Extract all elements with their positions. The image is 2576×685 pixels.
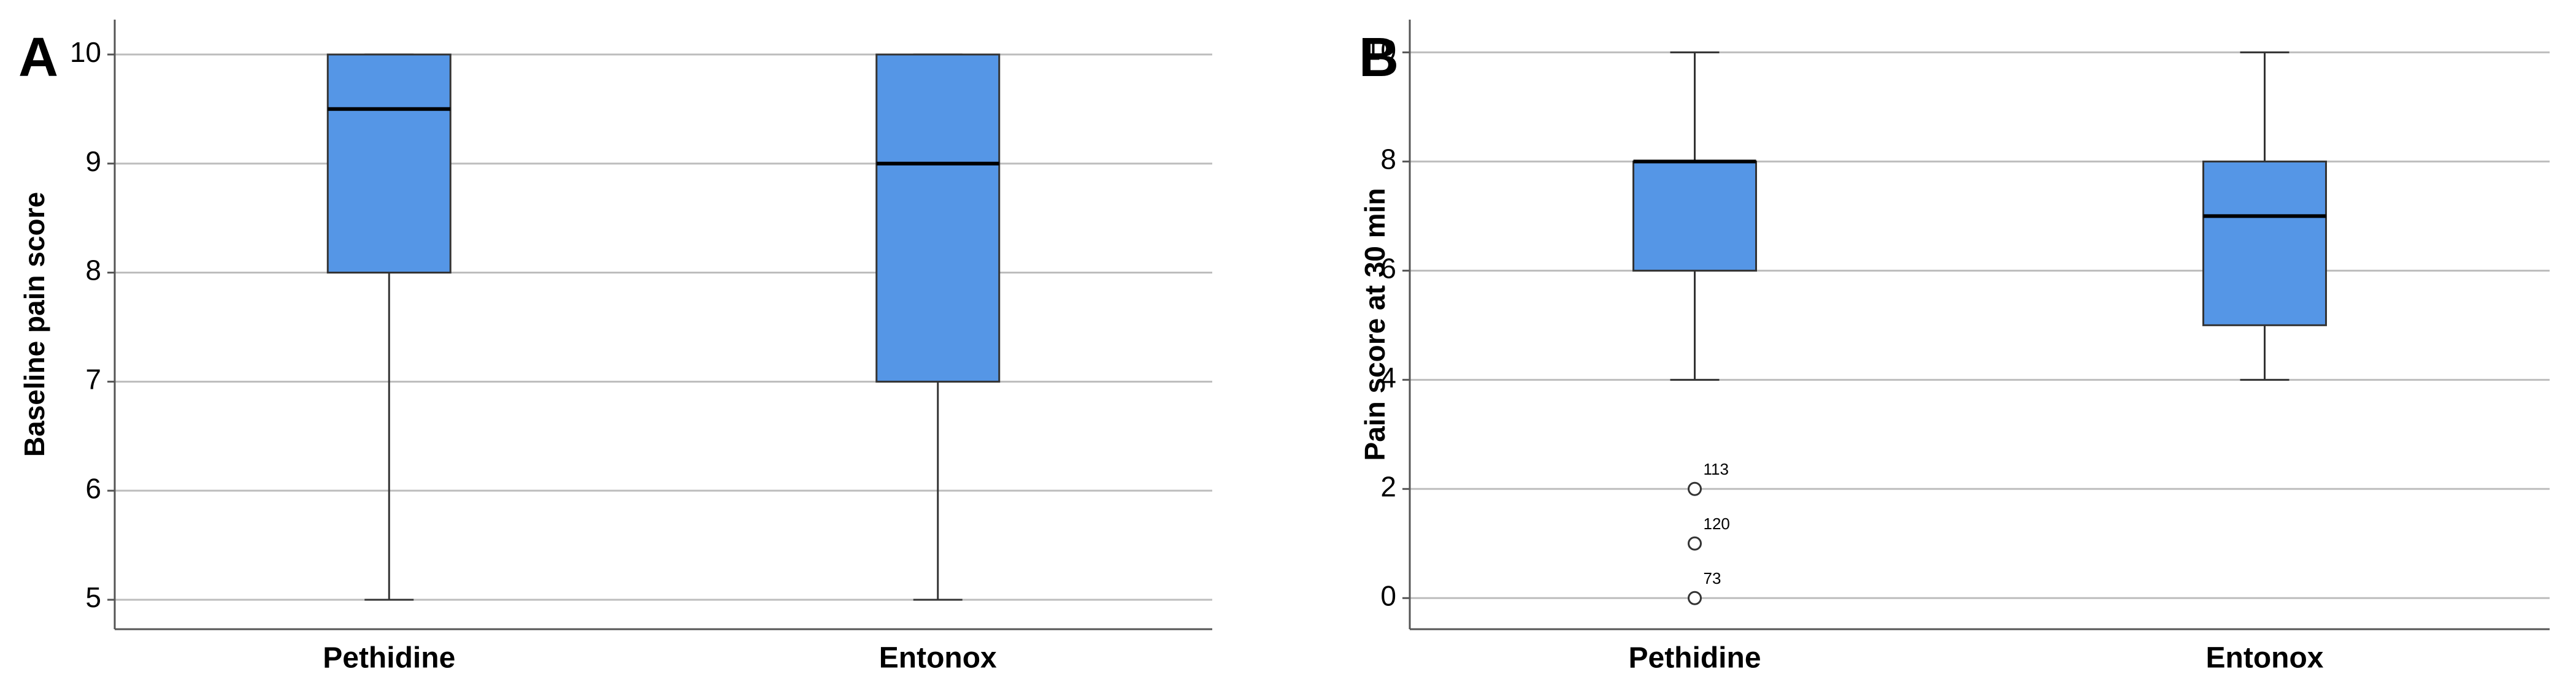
y-tick-label: 10 (70, 36, 101, 68)
outlier (1688, 591, 1702, 605)
y-tick-label: 6 (85, 472, 101, 504)
y-tick-label: 10 (1365, 34, 1396, 66)
y-tick-label: 7 (85, 364, 101, 396)
y-axis-label: Pain score at 30 min (1359, 188, 1391, 461)
x-tick-label: Entonox (2206, 642, 2324, 675)
x-tick-label: Pethidine (1628, 642, 1761, 675)
outlier (1688, 536, 1702, 551)
panel-label: A (18, 27, 58, 88)
y-tick-label: 9 (85, 145, 101, 177)
y-axis-label: Baseline pain score (18, 192, 50, 457)
box (326, 53, 452, 274)
y-tick-label: 0 (1380, 580, 1396, 611)
y-tick-label: 6 (1380, 253, 1396, 285)
y-tick-label: 8 (1380, 144, 1396, 175)
outlier-label: 73 (1704, 569, 1721, 587)
outlier-label: 120 (1704, 515, 1730, 533)
box (1632, 160, 1757, 272)
box (2202, 160, 2327, 326)
y-tick-label: 4 (1380, 361, 1396, 393)
y-tick-label: 2 (1380, 470, 1396, 502)
panel-label: B (1359, 27, 1399, 88)
y-tick-label: 5 (85, 581, 101, 613)
outlier (1688, 481, 1702, 496)
y-tick-label: 8 (85, 254, 101, 286)
box (875, 53, 1001, 383)
x-tick-label: Entonox (879, 642, 997, 675)
outlier-label: 113 (1704, 460, 1729, 478)
x-tick-label: Pethidine (323, 642, 455, 675)
